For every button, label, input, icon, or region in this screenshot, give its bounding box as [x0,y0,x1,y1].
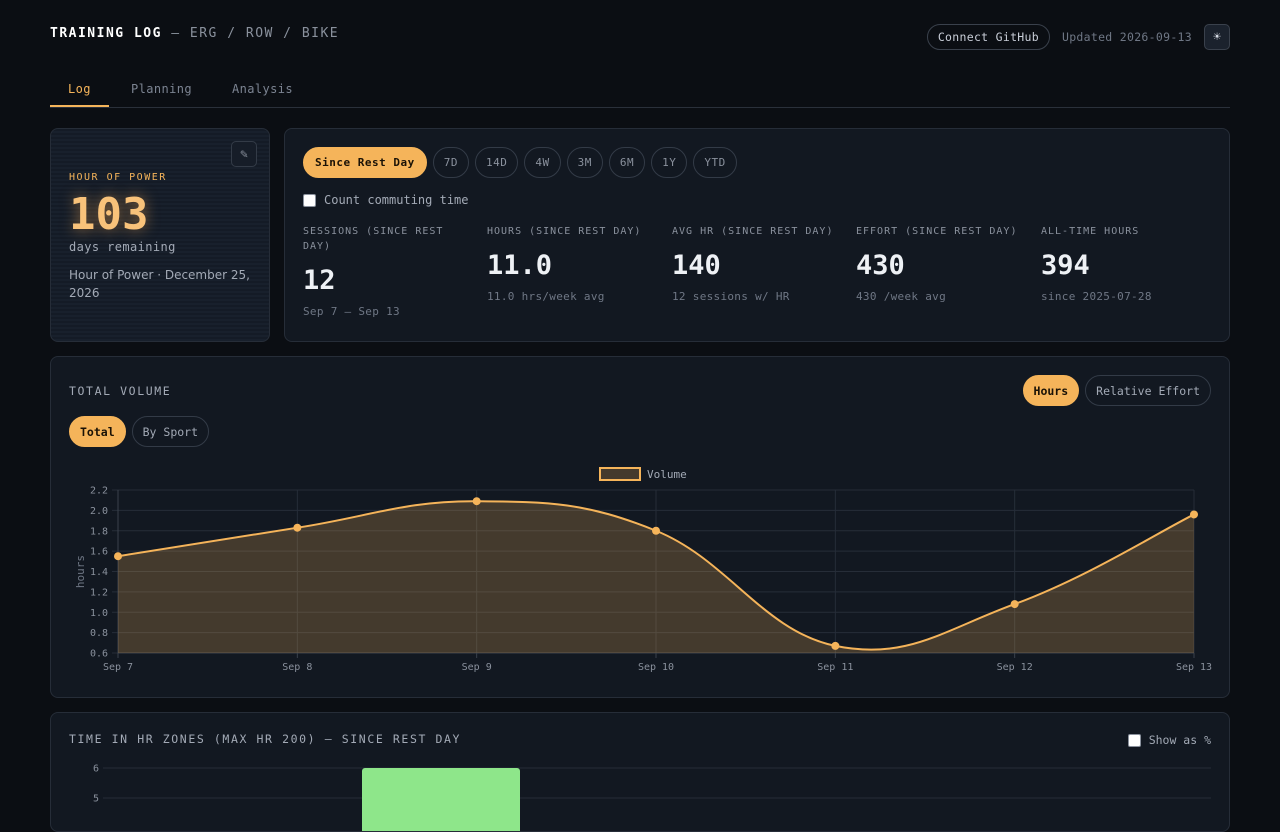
range-1y[interactable]: 1Y [651,147,688,178]
countdown-label: HOUR OF POWER [69,172,167,183]
hours-toggle[interactable]: Hours [1022,375,1080,406]
hr-zones-chart: 65 [93,764,1211,831]
active-tab-indicator [50,105,109,107]
metric-label: SESSIONS (SINCE REST DAY) [303,226,444,252]
range-3m[interactable]: 3M [566,147,603,178]
hr-zones-card: TIME IN HR ZONES (MAX HR 200) — SINCE RE… [50,712,1230,832]
metric-sessions: SESSIONS (SINCE REST DAY) 12 Sep 7 – Sep… [303,224,473,318]
x-tick-label: Sep 10 [638,662,674,673]
by-sport-toggle[interactable]: By Sport [131,416,210,447]
volume-area [118,501,1194,653]
metric-value: 140 [672,250,721,281]
data-point [652,526,660,535]
x-tick-label: Sep 7 [103,662,133,673]
volume-mode-toggle: Total By Sport [69,416,210,447]
tab-analysis[interactable]: Analysis [232,82,293,96]
metric-label: HOURS (SINCE REST DAY) [487,226,642,237]
zones-title: TIME IN HR ZONES (MAX HR 200) — SINCE RE… [69,732,462,746]
header-actions: Connect GitHub Updated 2026-09-13 ☀ [926,24,1230,50]
metric-effort: EFFORT (SINCE REST DAY) 430 430 /week av… [856,224,1026,303]
stats-card: Since Rest Day 7D 14D 4W 3M 6M 1Y YTD Co… [284,128,1230,342]
pencil-icon: ✎ [240,146,248,162]
data-point [831,641,840,650]
x-tick-label: Sep 11 [817,662,853,673]
metric-label: ALL-TIME HOURS [1041,226,1140,237]
y-tick-label: 5 [93,794,99,805]
commute-option: Count commuting time [303,193,469,207]
metric-sub: 12 sessions w/ HR [672,290,790,303]
y-tick-label: 1.4 [90,567,108,578]
relative-effort-toggle[interactable]: Relative Effort [1085,375,1211,406]
range-selector: Since Rest Day 7D 14D 4W 3M 6M 1Y YTD [303,147,737,178]
commute-checkbox[interactable] [303,193,316,207]
countdown-event: Hour of Power · December 25, 2026 [69,268,250,300]
volume-metric-toggle: Hours Relative Effort [1022,375,1211,406]
y-tick-label: 2.0 [90,506,108,517]
metric-sub: Sep 7 – Sep 13 [303,305,400,318]
show-percent-checkbox[interactable] [1127,733,1141,747]
metric-value: 394 [1041,250,1090,281]
total-volume-card: TOTAL VOLUME Hours Relative Effort Total… [50,356,1230,698]
range-7d[interactable]: 7D [432,147,469,178]
countdown-unit: days remaining [69,240,176,254]
x-tick-label: Sep 13 [1176,662,1212,673]
tab-log[interactable]: Log [68,82,91,96]
metric-value: 12 [303,265,336,296]
connect-github-button[interactable]: Connect GitHub [926,24,1050,50]
metric-value: 430 [856,250,905,281]
data-point [1190,510,1198,519]
app-subtitle: — ERG / ROW / BIKE [171,26,340,41]
theme-toggle-button[interactable]: ☀ [1204,24,1230,50]
y-tick-label: 2.2 [90,486,108,497]
data-point [1010,600,1019,609]
volume-chart: 0.6 0.8 1.0 1.2 1.4 1.6 1.8 2.0 2.2 Sep 7 Sep 8 Sep… [74,467,1212,673]
top-bar: TRAINING LOG — ERG / ROW / BIKE Connect … [50,24,1230,54]
legend-label: Volume [647,468,687,481]
y-tick-label: 0.6 [90,649,108,660]
metric-label: EFFORT (SINCE REST DAY) [856,226,1018,237]
metric-sub: 11.0 hrs/week avg [487,290,605,303]
main-tabs: Log Planning Analysis [50,70,1230,108]
y-tick-label: 6 [93,764,99,775]
updated-timestamp: Updated 2026-09-13 [1061,30,1192,44]
app-title-main: TRAINING LOG [50,26,162,41]
commute-label: Count commuting time [324,193,469,207]
metric-hours: HOURS (SINCE REST DAY) 11.0 11.0 hrs/wee… [487,224,657,303]
range-ytd[interactable]: YTD [693,147,737,178]
countdown-days: 103 [69,189,149,240]
metric-sub: since 2025-07-28 [1041,290,1152,303]
sun-icon: ☀ [1213,29,1221,45]
metric-avg-hr: AVG HR (SINCE REST DAY) 140 12 sessions … [672,224,842,303]
range-4w[interactable]: 4W [524,147,561,178]
y-tick-label: 1.0 [90,608,108,619]
y-tick-label: 1.2 [90,587,108,598]
tab-planning[interactable]: Planning [131,82,192,96]
y-axis-label: hours [74,555,87,588]
y-tick-label: 1.8 [90,526,108,537]
y-tick-label: 1.6 [90,547,108,558]
countdown-card: ✎ HOUR OF POWER 103 days remaining Hour … [50,128,270,342]
data-point [472,497,481,506]
total-toggle[interactable]: Total [69,416,126,447]
y-tick-label: 0.8 [90,628,108,639]
edit-countdown-button[interactable]: ✎ [231,141,257,167]
app-title: TRAINING LOG — ERG / ROW / BIKE [50,26,339,41]
metric-value: 11.0 [487,250,553,281]
volume-title: TOTAL VOLUME [69,384,172,398]
data-point [293,523,302,532]
range-6m[interactable]: 6M [608,147,646,178]
metric-all-time-hours: ALL-TIME HOURS 394 since 2025-07-28 [1041,224,1211,303]
range-14d[interactable]: 14D [474,147,519,178]
metric-sub: 430 /week avg [856,290,946,303]
metric-label: AVG HR (SINCE REST DAY) [672,226,834,237]
show-percent-option: Show as % [1127,733,1211,747]
x-tick-label: Sep 9 [462,662,492,673]
legend-swatch [599,467,641,481]
x-tick-label: Sep 8 [282,662,312,673]
data-point [114,552,122,561]
x-tick-label: Sep 12 [997,662,1033,673]
range-since-rest-day[interactable]: Since Rest Day [303,147,427,178]
show-percent-label: Show as % [1148,733,1211,747]
